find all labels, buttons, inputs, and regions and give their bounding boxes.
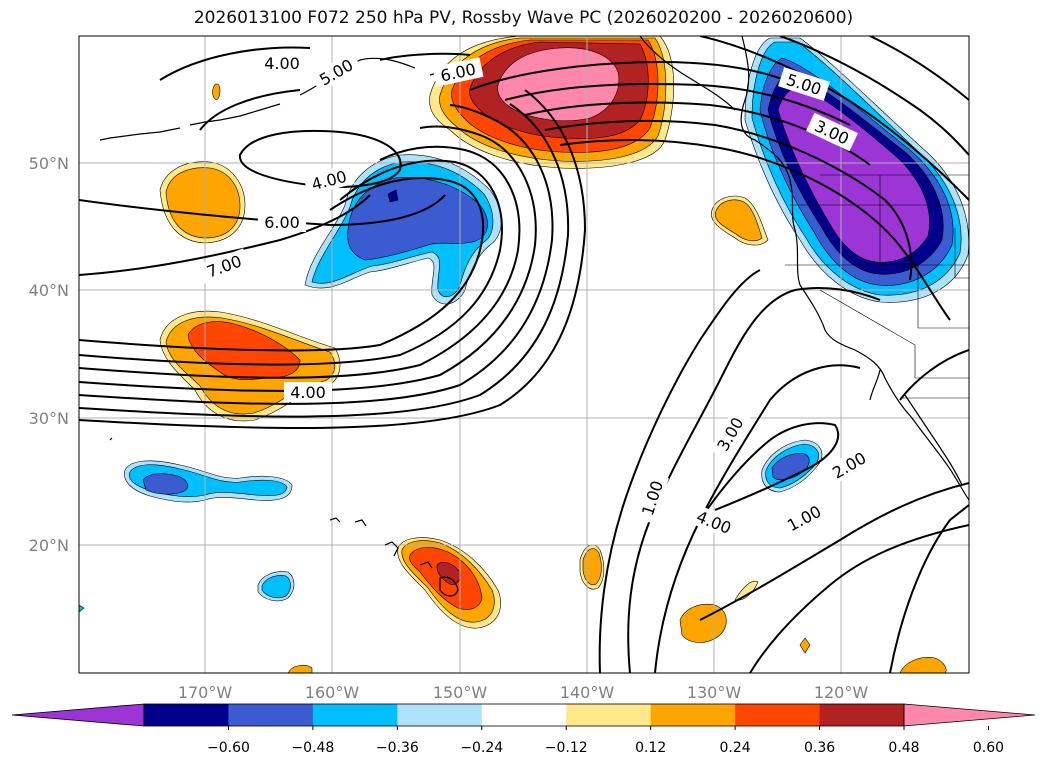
- colorbar-tick-label: 0.60: [973, 740, 1004, 756]
- contour-label: 4.00: [264, 54, 300, 73]
- map-frame: [78, 35, 970, 674]
- lon-label: 140°W: [560, 683, 615, 702]
- lon-label: 170°W: [178, 683, 233, 702]
- colorbar-tick-label: 0.48: [888, 740, 919, 756]
- contour-label: 6.00: [264, 213, 300, 232]
- latitude-labels: 50°N 40°N 30°N 20°N: [29, 154, 69, 555]
- lon-label: 120°W: [814, 683, 869, 702]
- colorbar-tick-label: −0.24: [460, 740, 503, 756]
- coastlines: [99, 36, 969, 597]
- colorbar-segment: [650, 704, 736, 726]
- map-panel: 4.00 5.00 6.00 4.00 6.00 7.00 4.00 5.00 …: [79, 36, 969, 673]
- colorbar-segments: [11, 703, 1036, 727]
- lat-label: 40°N: [29, 281, 69, 300]
- colorbar-extend-low: [11, 703, 145, 727]
- lat-label: 50°N: [29, 154, 69, 173]
- colorbar-segment: [481, 704, 567, 726]
- colorbar-tick-label: −0.60: [207, 740, 250, 756]
- height-contours: [79, 36, 969, 673]
- colorbar-ticks: −0.60 −0.48 −0.36 −0.24 −0.12 0.12 0.24 0.36 0.4…: [207, 726, 1004, 756]
- colorbar-segment: [397, 704, 483, 726]
- contour-label: 4.00: [290, 383, 326, 402]
- colorbar-segment: [144, 704, 229, 726]
- longitude-labels: 170°W 160°W 150°W 140°W 130°W 120°W: [178, 683, 869, 702]
- colorbar-tick-label: 0.36: [804, 740, 835, 756]
- colorbar-tick-label: −0.36: [376, 740, 419, 756]
- colorbar-outline: [143, 703, 905, 727]
- colorbar-extend-high: [903, 703, 1036, 727]
- colorbar: −0.60 −0.48 −0.36 −0.24 −0.12 0.12 0.24 0.36 0.4…: [11, 703, 1036, 756]
- colorbar-tick-label: 0.24: [720, 740, 751, 756]
- colorbar-segment: [312, 704, 398, 726]
- colorbar-tick-label: −0.12: [545, 740, 588, 756]
- colorbar-tick-label: 0.12: [635, 740, 666, 756]
- colorbar-segment: [819, 704, 905, 726]
- lat-label: 30°N: [29, 409, 69, 428]
- colorbar-segment: [566, 704, 652, 726]
- map-title: 2026013100 F072 250 hPa PV, Rossby Wave …: [193, 8, 854, 28]
- colorbar-segment: [735, 704, 821, 726]
- colorbar-segment: [228, 704, 314, 726]
- lon-label: 130°W: [687, 683, 742, 702]
- colorbar-tick-label: −0.48: [291, 740, 334, 756]
- lat-label: 20°N: [29, 536, 69, 555]
- lon-label: 160°W: [305, 683, 360, 702]
- lon-label: 150°W: [433, 683, 488, 702]
